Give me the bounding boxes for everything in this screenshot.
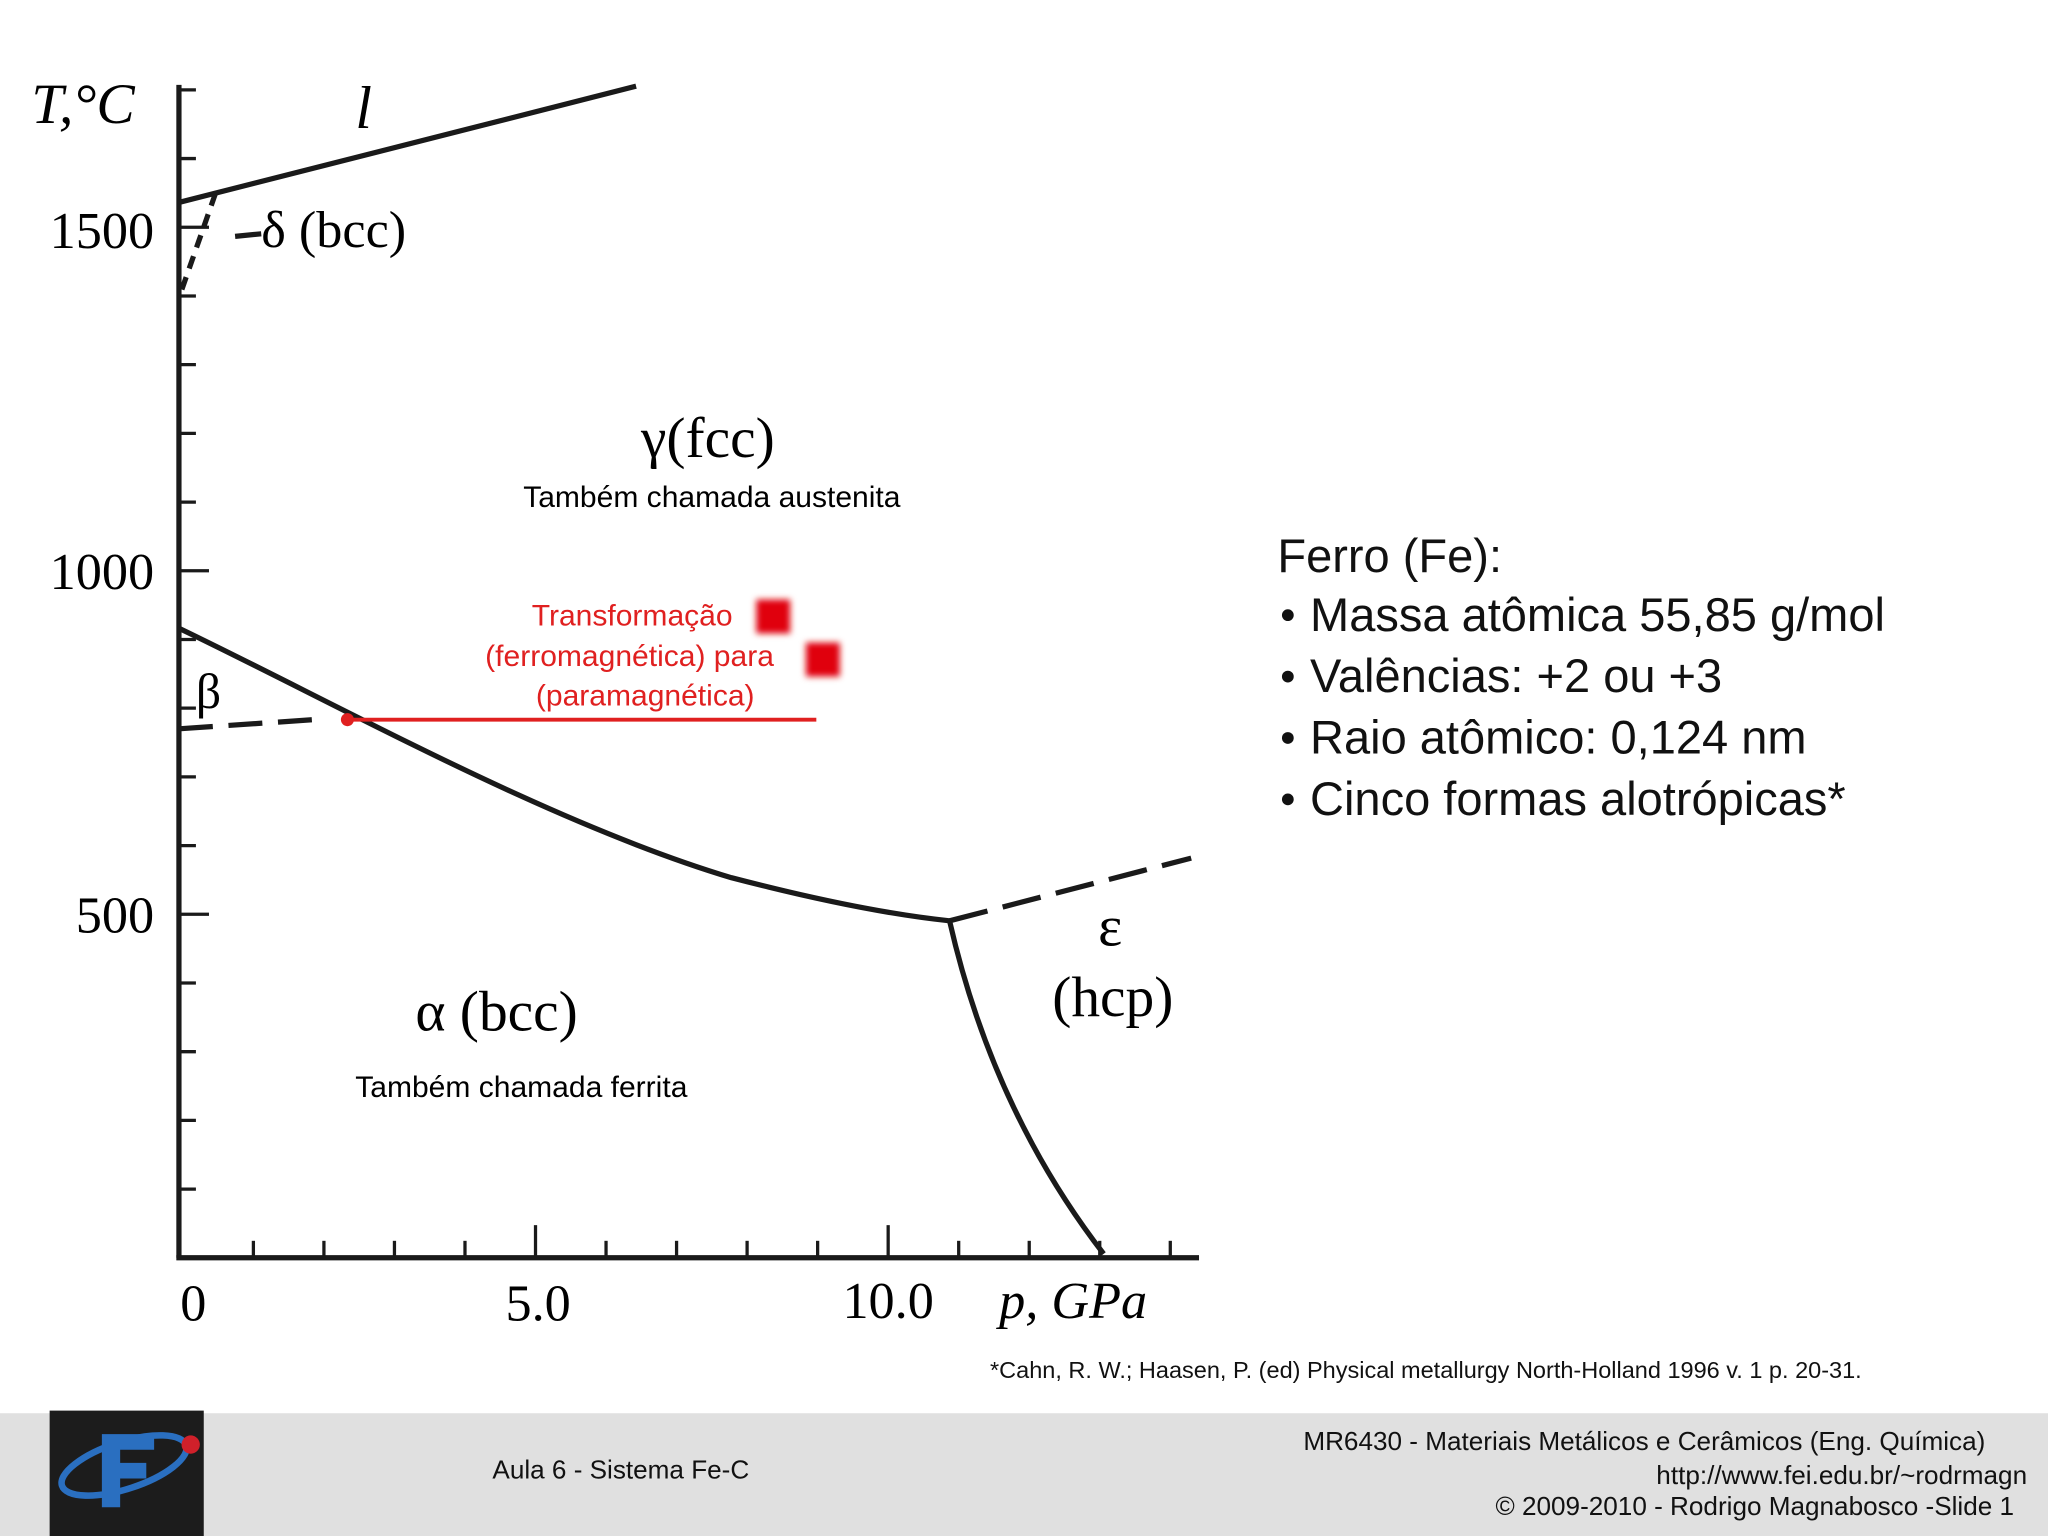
footer-course: MR6430 - Materiais Metálicos e Cerâmicos… [1303,1426,1985,1456]
x-tick-label: 5.0 [505,1274,570,1332]
x-tick-label: 0 [180,1274,206,1332]
phase-label: ε [1098,896,1122,959]
logo [49,1410,204,1536]
phase-label: l [355,74,372,141]
phase-label: α (bcc) [415,981,577,1044]
phase-diagram: T,°C 1500 1000 500 0 5.0 10.0 p, GPa l δ… [31,73,1200,1332]
y-axis-label: T,°C [31,73,135,136]
beta-boundary [178,717,314,732]
x-tick-label: 10.0 [842,1272,933,1330]
phase-label: β [196,664,221,719]
delta-gamma-boundary [176,192,218,299]
footer-lecture: Aula 6 - Sistema Fe-C [492,1455,749,1485]
gamma-epsilon-boundary [948,855,1192,924]
info-list: Massa atômica 55,85 g/mol Valências: +2 o… [1281,588,1885,825]
alpha-epsilon-boundary [947,920,1106,1256]
info-item: Cinco formas alotrópicas* [1310,772,1846,825]
bullet [1281,609,1294,622]
red-marker [805,642,840,677]
footer-copyright: © 2009-2010 - Rodrigo Magnabosco -Slide … [1496,1491,2015,1521]
y-tick-label: 500 [76,887,154,945]
info-title: Ferro (Fe): [1277,529,1502,582]
red-marker [756,599,791,634]
footer-url: http://www.fei.edu.br/~rodrmagn [1656,1460,2027,1490]
curie-point [340,713,354,727]
bullet [1281,793,1294,806]
bullet [1281,732,1294,744]
reference: *Cahn, R. W.; Haasen, P. (ed) Physical m… [990,1357,1862,1383]
delta-pointer [234,231,262,240]
y-tick-label: 1500 [50,202,154,260]
liquidus-line [178,83,637,205]
phase-note: Também chamada ferrita [355,1071,687,1104]
phase-label: δ (bcc) [261,201,406,259]
info-item: Valências: +2 ou +3 [1310,649,1722,702]
phase-label: γ(fcc) [640,407,775,470]
axis-ticks [178,88,1172,1258]
phase-note: Também chamada austenita [523,481,901,514]
transformation-text: (paramagnética) [536,679,755,712]
x-axis-label: p, GPa [995,1272,1147,1330]
info-item: Raio atômico: 0,124 nm [1310,711,1807,764]
transformation-text: Transformação [532,600,733,633]
phase-label: (hcp) [1052,966,1173,1029]
footer-band [0,1413,2048,1536]
bullet [1281,670,1294,683]
transformation-text: (ferromagnética) para [485,640,774,673]
info-item: Massa atômica 55,85 g/mol [1310,588,1885,641]
y-tick-label: 1000 [50,543,154,601]
info-block: Ferro (Fe): Massa atômica 55,85 g/mol Val… [1277,529,1885,825]
gamma-alpha-boundary [177,625,950,924]
